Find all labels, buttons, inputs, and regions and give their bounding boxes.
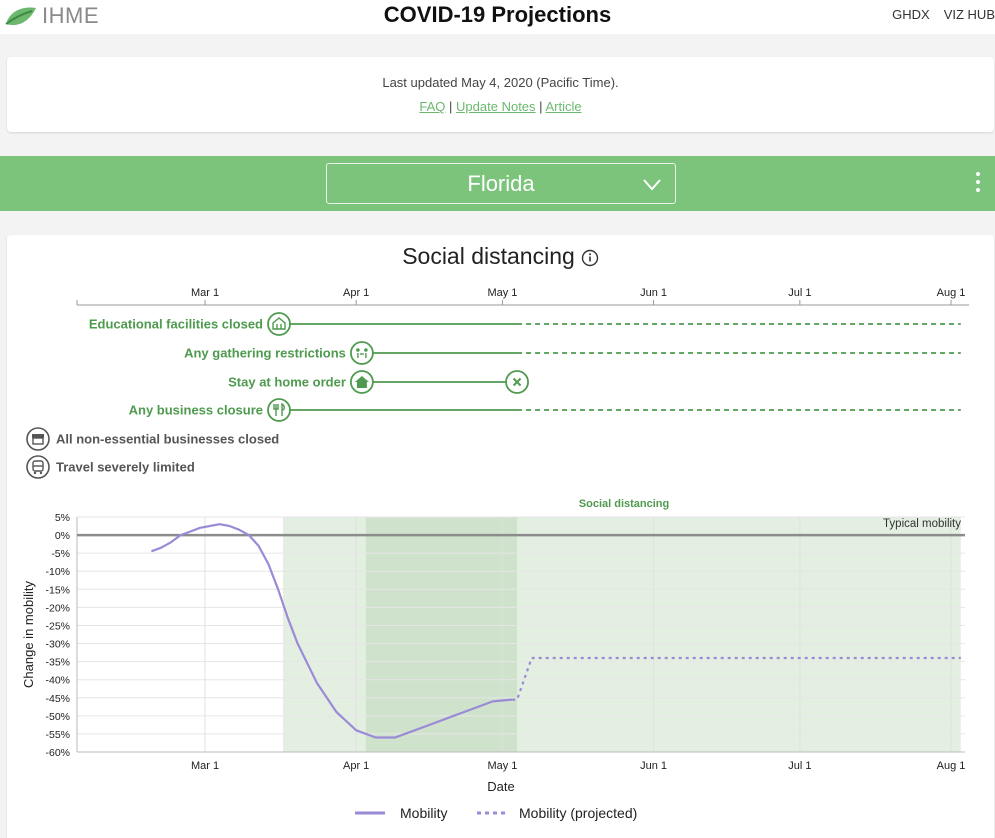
- x-tick-label: Jul 1: [788, 760, 811, 772]
- y-tick-label: -45%: [45, 693, 70, 705]
- restaurant-icon: [267, 398, 291, 422]
- distancing-band: [365, 517, 518, 752]
- y-tick-label: -15%: [45, 584, 70, 596]
- ihme-logo[interactable]: IHME: [4, 2, 99, 30]
- policy-timeline: Mar 1 Apr 1 May 1 Jun 1 Jul 1 Aug 1 Educationa…: [26, 287, 969, 479]
- x-tick-label: Aug 1: [937, 760, 966, 772]
- timeline-tick-label: Mar 1: [191, 287, 219, 299]
- nav-ghdx[interactable]: GHDX: [892, 7, 930, 22]
- mobility-line: [151, 523, 513, 739]
- policy-row: Stay at home order: [228, 370, 529, 394]
- x-tick-label: Apr 1: [343, 760, 369, 772]
- update-links: FAQ | Update Notes | Article: [7, 99, 994, 114]
- y-tick-label: -25%: [45, 620, 70, 632]
- section-title: Social distancing: [7, 243, 994, 270]
- mobility-chart: Social distancing 5% 0% -5% -10% -15% -20% -25%…: [21, 498, 966, 821]
- chart-legend: Mobility Mobility (projected): [355, 805, 637, 821]
- section-title-text: Social distancing: [402, 243, 575, 269]
- update-notes-link[interactable]: Update Notes: [456, 99, 536, 114]
- mobility-projected-line: [512, 656, 961, 701]
- x-tick-label: Jun 1: [640, 760, 667, 772]
- policy-label: Educational facilities closed: [89, 317, 263, 332]
- nav-viz-hub[interactable]: VIZ HUB: [943, 7, 995, 22]
- school-icon: [267, 312, 291, 336]
- legend-label-projected: Mobility (projected): [519, 805, 637, 821]
- article-link[interactable]: Article: [545, 99, 582, 114]
- info-icon[interactable]: [581, 249, 599, 267]
- top-bar: IHME COVID-19 Projections GHDX VIZ HUB: [0, 0, 995, 34]
- logo-text: IHME: [42, 3, 99, 28]
- y-tick-label: -60%: [45, 747, 70, 759]
- y-axis-title: Change in mobility: [21, 581, 36, 688]
- update-info-card: Last updated May 4, 2020 (Pacific Time).…: [7, 57, 994, 132]
- location-dropdown[interactable]: Florida: [326, 163, 676, 204]
- timeline-tick-label: Aug 1: [937, 287, 966, 299]
- app-title: COVID-19 Projections: [383, 2, 612, 27]
- y-tick-label: -55%: [45, 729, 70, 741]
- social-distancing-card: Social distancing Mar 1 Apr 1 May 1 Jun 1 Ju…: [7, 235, 994, 838]
- store-icon: [26, 427, 50, 451]
- gathering-icon: [350, 341, 374, 365]
- last-updated-text: Last updated May 4, 2020 (Pacific Time).: [382, 75, 619, 90]
- legend-label-mobility: Mobility: [400, 805, 447, 821]
- close-icon: [505, 370, 529, 394]
- y-tick-label: -50%: [45, 711, 70, 723]
- link-separator: |: [449, 99, 453, 114]
- policy-legend-label: Travel severely limited: [56, 460, 195, 475]
- timeline-tick-label: Jul 1: [788, 287, 811, 299]
- band-label: Social distancing: [579, 498, 669, 510]
- x-axis-title: Date: [487, 779, 514, 794]
- location-bar: Florida: [0, 156, 995, 211]
- chevron-down-icon: [643, 179, 661, 191]
- timeline-tick-label: Apr 1: [343, 287, 369, 299]
- typical-mobility-label: Typical mobility: [883, 518, 961, 530]
- top-nav: GHDX VIZ HUB: [892, 7, 995, 22]
- more-options-icon[interactable]: [975, 172, 981, 196]
- home-icon: [350, 370, 374, 394]
- link-separator: |: [539, 99, 543, 114]
- leaf-icon: [5, 7, 36, 26]
- policy-row: Educational facilities closed: [89, 312, 961, 336]
- y-tick-label: -5%: [51, 548, 70, 560]
- faq-link[interactable]: FAQ: [419, 99, 446, 114]
- timeline-tick-label: Jun 1: [640, 287, 667, 299]
- policy-legend-item: All non-essential businesses closed: [26, 427, 279, 451]
- policy-label: Stay at home order: [228, 375, 346, 390]
- x-tick-label: Mar 1: [191, 760, 219, 772]
- y-tick-label: -40%: [45, 675, 70, 687]
- bus-icon: [26, 455, 50, 479]
- x-tick-label: May 1: [487, 760, 517, 772]
- policy-legend-item: Travel severely limited: [26, 455, 195, 479]
- policy-row: Any gathering restrictions: [184, 341, 961, 365]
- y-tick-label: 0%: [55, 530, 70, 542]
- timeline-tick-label: May 1: [487, 287, 517, 299]
- y-tick-label: -35%: [45, 657, 70, 669]
- y-tick-label: -10%: [45, 566, 70, 578]
- policy-legend-label: All non-essential businesses closed: [56, 432, 279, 447]
- y-tick-label: 5%: [55, 512, 70, 524]
- y-tick-label: -20%: [45, 602, 70, 614]
- location-selected: Florida: [467, 170, 535, 196]
- policy-label: Any business closure: [129, 403, 263, 418]
- policy-row: Any business closure: [129, 398, 961, 422]
- policy-label: Any gathering restrictions: [184, 346, 346, 361]
- y-tick-label: -30%: [45, 639, 70, 651]
